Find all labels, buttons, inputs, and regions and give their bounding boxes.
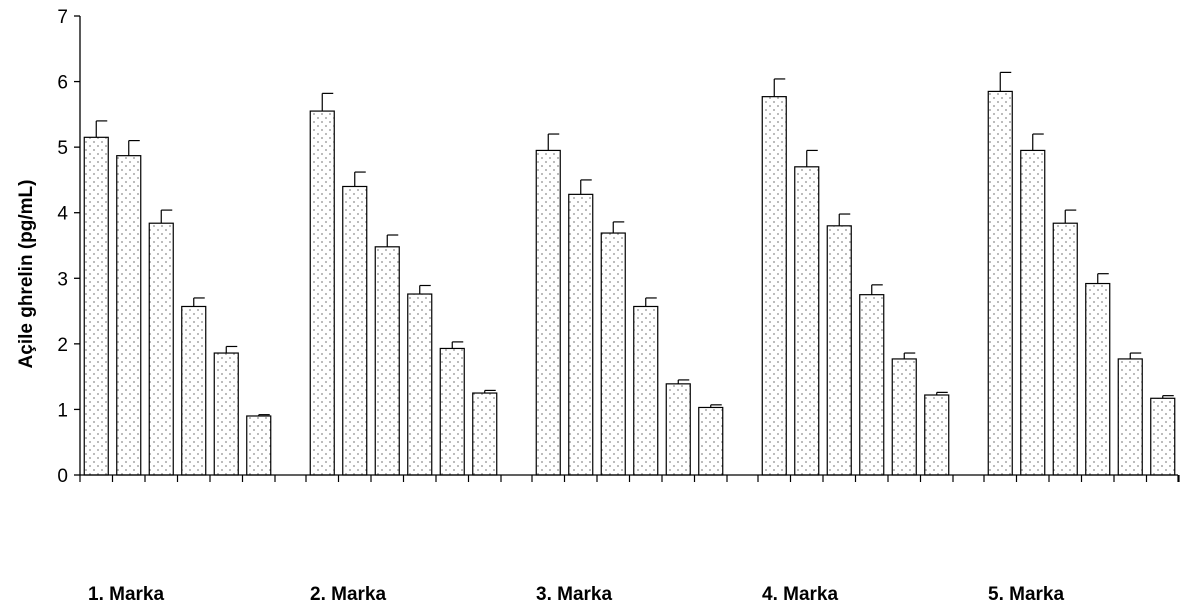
bar: [116, 155, 142, 476]
bar: [213, 352, 239, 476]
y-tick-label: 5: [57, 138, 68, 159]
category-label: 1. Marka: [88, 584, 164, 605]
bar: [761, 96, 787, 476]
bar: [407, 293, 433, 476]
bar: [535, 149, 561, 476]
bar: [665, 383, 691, 476]
bar-series: [83, 90, 1176, 476]
bar: [794, 166, 820, 476]
bar: [891, 358, 917, 476]
category-labels: 1. Marka 2. Marka 3. Marka 4. Marka 5. Marka: [88, 584, 1064, 605]
bar: [342, 185, 368, 476]
category-label: 4. Marka: [762, 584, 838, 605]
bar: [309, 110, 335, 476]
bar: [568, 193, 594, 476]
y-axis-ticks: 0 1 2 3 4 5 6 7: [57, 7, 80, 487]
y-tick-label: 0: [57, 466, 68, 487]
y-axis-title: Açile ghrelin (pg/mL): [16, 180, 37, 369]
y-tick-label: 2: [57, 335, 68, 356]
bar: [1052, 222, 1078, 476]
bar: [924, 394, 950, 476]
x-axis-ticks: [79, 475, 1180, 482]
bar: [859, 294, 885, 476]
bar: [600, 232, 626, 476]
bar: [826, 225, 852, 476]
bar: [83, 136, 109, 476]
bar: [1150, 397, 1176, 476]
bar: [633, 305, 659, 476]
bar: [472, 392, 498, 476]
y-tick-label: 1: [57, 400, 68, 421]
category-label: 5. Marka: [988, 584, 1064, 605]
y-tick-label: 4: [57, 204, 68, 225]
y-tick-label: 3: [57, 269, 68, 290]
y-tick-label: 7: [57, 7, 68, 28]
bar: [1020, 149, 1046, 476]
bar: [1117, 358, 1143, 476]
bar: [1085, 282, 1111, 476]
y-tick-label: 6: [57, 73, 68, 94]
category-label: 3. Marka: [536, 584, 612, 605]
bar: [698, 406, 724, 476]
bar: [181, 305, 207, 476]
bar: [987, 90, 1013, 476]
error-bars: [95, 71, 1174, 416]
bar: [439, 347, 465, 476]
bar: [148, 222, 174, 476]
category-label: 2. Marka: [310, 584, 386, 605]
bar: [246, 415, 272, 476]
bar: [374, 246, 400, 476]
